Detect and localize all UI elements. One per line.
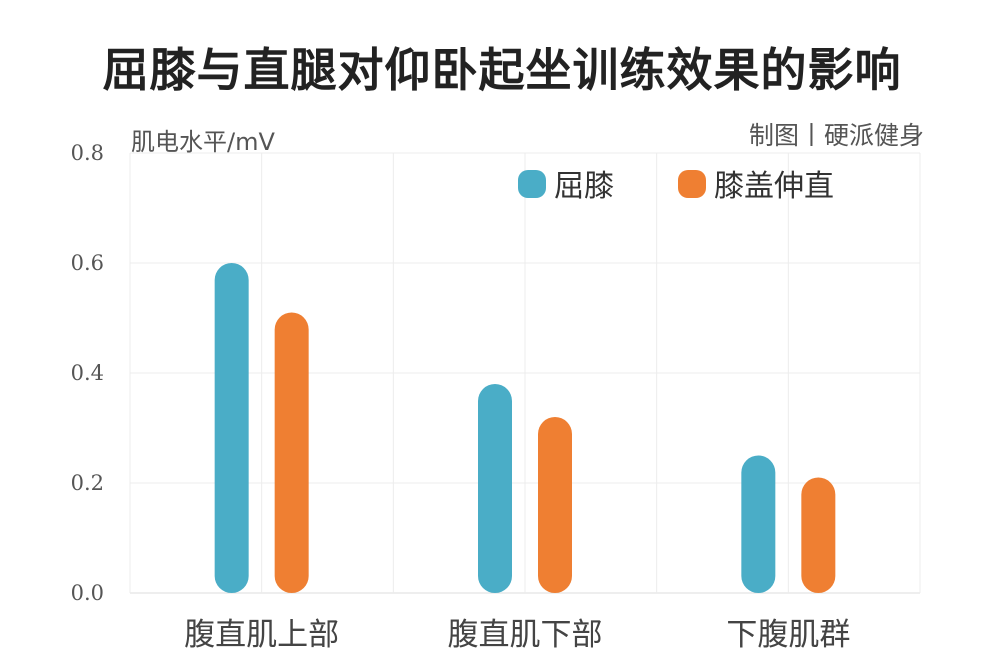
bar-straight-leg <box>801 477 836 593</box>
y-tick-label: 0.8 <box>71 141 104 165</box>
y-tick-label: 0.4 <box>71 361 104 385</box>
category-label: 腹直肌上部 <box>184 617 339 653</box>
bar-flexed-knee <box>741 455 776 593</box>
y-axis-label: 肌电水平/mV <box>131 128 275 156</box>
bar-flexed-knee <box>478 384 512 593</box>
chart-title: 屈膝与直腿对仰卧起坐训练效果的影响 <box>102 43 902 97</box>
category-label: 腹直肌下部 <box>448 617 603 653</box>
bar-straight-leg <box>274 312 309 593</box>
y-tick-label: 0.2 <box>71 471 104 495</box>
credit-text: 制图丨硬派健身 <box>748 121 924 150</box>
y-tick-label: 0.6 <box>71 251 104 275</box>
legend-swatch <box>678 170 706 198</box>
bar-straight-leg <box>538 417 572 593</box>
bar-flexed-knee <box>214 263 249 593</box>
y-tick-label: 0.0 <box>71 581 104 605</box>
category-label: 下腹肌群 <box>726 617 850 653</box>
legend-label: 膝盖伸直 <box>714 169 834 204</box>
legend-swatch <box>518 170 546 198</box>
legend-label: 屈膝 <box>554 169 614 204</box>
